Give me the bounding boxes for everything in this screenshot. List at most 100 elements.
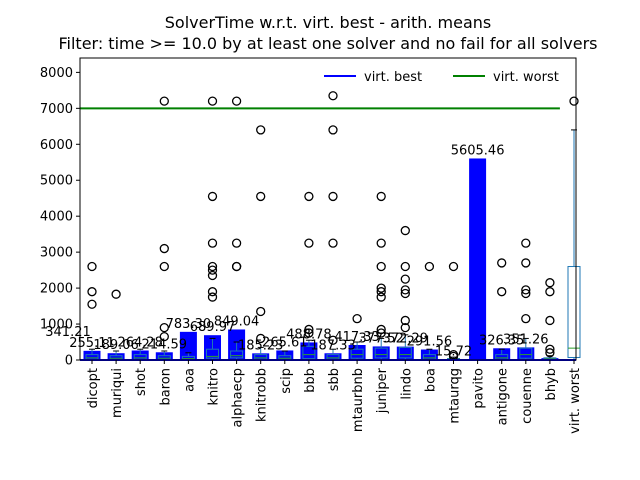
x-tick-label: mtaurqg bbox=[448, 368, 463, 424]
outlier-point bbox=[207, 96, 218, 106]
outlier-point bbox=[352, 314, 362, 324]
outlier-point bbox=[376, 324, 386, 335]
outlier-point bbox=[256, 333, 266, 344]
outlier-point bbox=[207, 270, 218, 281]
bar-value-label: 783.30 bbox=[166, 317, 212, 332]
bar-value-label: 326.35 bbox=[479, 333, 525, 348]
outlier-point bbox=[304, 238, 314, 248]
outlier-point bbox=[304, 328, 314, 338]
outlier-point bbox=[497, 258, 507, 268]
bar-value-label: 264.28 bbox=[117, 335, 163, 350]
bar-value-label: 488.78 bbox=[286, 327, 332, 342]
outlier-point bbox=[87, 299, 97, 309]
boxplot-sbb bbox=[326, 91, 340, 360]
bar-value-label: 255.11 bbox=[69, 336, 115, 351]
y-tick-label: 6000 bbox=[40, 138, 73, 153]
x-tick-label: knitrobb bbox=[255, 368, 270, 422]
outlier-point bbox=[545, 344, 555, 354]
x-tick-label: pavito bbox=[472, 368, 487, 409]
y-tick-label: 7000 bbox=[40, 102, 73, 117]
x-tick-label: couenne bbox=[520, 368, 535, 424]
outlier-point bbox=[159, 322, 169, 333]
bar-lindo bbox=[396, 346, 414, 360]
box bbox=[374, 347, 388, 359]
bar-value-label: 265.61 bbox=[262, 335, 308, 350]
bar-value-label: 849.04 bbox=[214, 314, 260, 329]
y-tick-label: 3000 bbox=[40, 246, 73, 261]
x-tick-label: boa bbox=[423, 368, 438, 392]
bar-value-label: 341.21 bbox=[45, 325, 91, 340]
outlier-point bbox=[304, 191, 314, 202]
outlier-point bbox=[521, 258, 531, 268]
box bbox=[206, 348, 219, 359]
box bbox=[230, 350, 244, 359]
outlier-point bbox=[207, 265, 218, 275]
outlier-point bbox=[400, 225, 410, 236]
box bbox=[398, 346, 412, 359]
bar-value-label: 5605.46 bbox=[451, 143, 505, 158]
x-tick-label: aoa bbox=[182, 368, 197, 392]
x-tick-label: baron bbox=[158, 368, 173, 405]
bar-couenne bbox=[517, 347, 535, 360]
outlier-point bbox=[376, 191, 386, 202]
outlier-point bbox=[521, 288, 531, 299]
legend-virt-worst-label: virt. worst bbox=[493, 70, 559, 85]
outlier-point bbox=[497, 287, 507, 297]
boxplot-bbb bbox=[302, 191, 316, 360]
y-tick-label: 4000 bbox=[40, 210, 73, 225]
outlier-point bbox=[521, 314, 531, 324]
outlier-point bbox=[304, 324, 314, 335]
bar-muriqui bbox=[107, 353, 125, 360]
y-tick-label: 8000 bbox=[40, 66, 73, 81]
outlier-point bbox=[376, 292, 386, 302]
outlier-point bbox=[256, 306, 266, 317]
bar-pavito bbox=[469, 158, 487, 360]
outlier-point bbox=[569, 96, 579, 106]
outlier-point bbox=[159, 243, 169, 254]
legend: virt. best virt. worst bbox=[324, 70, 559, 85]
outlier-point bbox=[328, 238, 338, 248]
outlier-point bbox=[207, 238, 218, 248]
x-tick-label: shot bbox=[134, 368, 149, 396]
outlier-point bbox=[159, 261, 169, 272]
outlier-point bbox=[207, 287, 218, 297]
outlier-point bbox=[545, 348, 555, 358]
outlier-point bbox=[328, 335, 338, 345]
boxplot-alphaecp bbox=[230, 96, 244, 360]
outlier-point bbox=[376, 328, 386, 338]
y-tick-label: 0 bbox=[65, 354, 73, 369]
outlier-point bbox=[256, 191, 266, 202]
box bbox=[302, 345, 316, 360]
bar-value-label: 214.59 bbox=[142, 337, 188, 352]
outlier-point bbox=[328, 91, 338, 101]
boxplot-couenne bbox=[519, 238, 533, 360]
boxplot-antigone bbox=[495, 258, 509, 360]
outlier-point bbox=[448, 349, 459, 360]
x-tick-label: muriqui bbox=[110, 368, 125, 418]
bar-aoa bbox=[179, 331, 197, 360]
boxplot-dicopt bbox=[85, 261, 99, 360]
box bbox=[350, 348, 364, 359]
bar-sbb bbox=[324, 353, 342, 360]
bar-value-label: 417.33 bbox=[334, 330, 380, 345]
bar-knitrobb bbox=[252, 353, 270, 360]
outlier-point bbox=[521, 238, 531, 248]
boxplot-juniper bbox=[374, 191, 388, 360]
box bbox=[519, 347, 533, 359]
outlier-point bbox=[111, 289, 121, 299]
outlier-point bbox=[159, 331, 169, 342]
bar-value-label: 351.26 bbox=[503, 332, 549, 347]
outlier-point bbox=[376, 283, 386, 293]
outlier-point bbox=[400, 285, 410, 295]
box bbox=[567, 266, 581, 358]
outlier-point bbox=[376, 261, 386, 272]
outlier-point bbox=[424, 261, 435, 272]
legend-virt-best-label: virt. best bbox=[364, 70, 422, 85]
boxplot-knitrobb bbox=[254, 125, 268, 360]
outlier-point bbox=[376, 287, 386, 297]
outlier-point bbox=[545, 278, 555, 288]
outlier-point bbox=[545, 287, 555, 297]
y-tick-label: 2000 bbox=[40, 282, 73, 297]
